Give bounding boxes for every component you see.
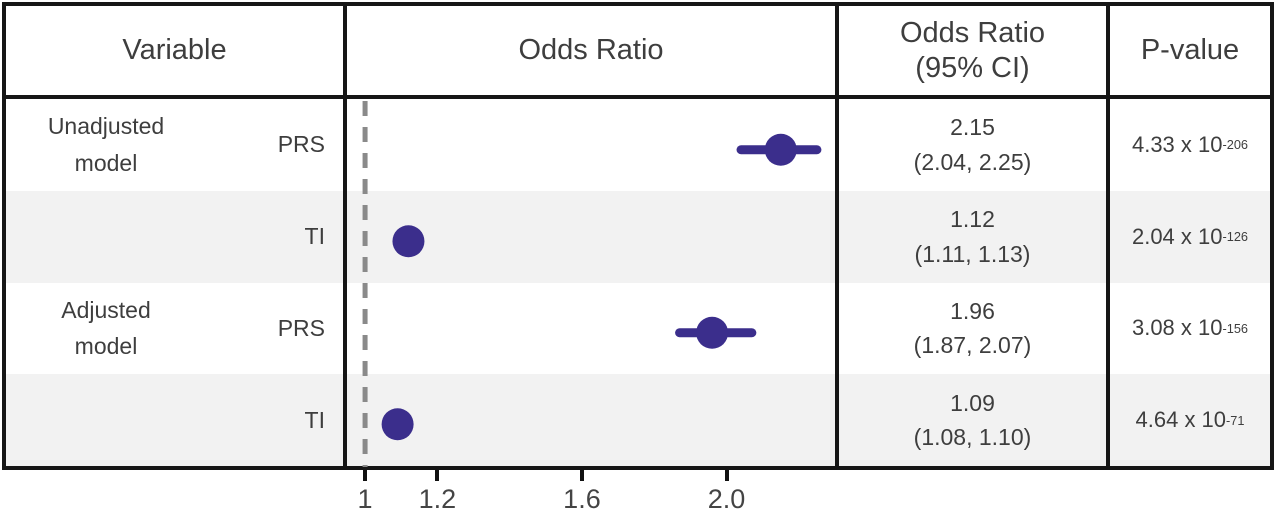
axis-tick-label: 1.6: [563, 484, 601, 514]
p-value-exponent: -156: [1222, 320, 1249, 336]
axis-tick: [724, 470, 729, 481]
p-value-base: 3.08 x 10: [1131, 315, 1223, 341]
p-value-exponent: -126: [1222, 229, 1249, 245]
variable-label-prs: PRS: [277, 314, 325, 341]
ci-value: (1.87, 2.07): [913, 332, 1032, 359]
table-row-variable-cell: Unadjusted model PRS: [6, 99, 347, 191]
or-value: 1.96: [950, 297, 995, 324]
variable-label-prs: PRS: [277, 131, 325, 158]
header-variable: Variable: [6, 6, 347, 99]
p-value-base: 4.33 x 10: [1131, 131, 1223, 157]
group-label-unadjusted: Unadjusted model: [47, 113, 165, 176]
or-ci-cell: 1.09 (1.08, 1.10): [839, 374, 1110, 466]
axis-tick: [435, 470, 440, 481]
plot-cell: [347, 190, 839, 283]
table-row-variable-cell: TI: [6, 190, 347, 283]
or-ci-cell: 1.96 (1.87, 2.07): [839, 282, 1110, 375]
p-value-cell: 4.33 x 10 -206: [1110, 99, 1270, 191]
p-value-base: 2.04 x 10: [1131, 223, 1223, 249]
x-axis: 1 1.2 1.6 2.0: [347, 470, 835, 518]
variable-label-ti: TI: [304, 223, 325, 250]
axis-tick-label: 2.0: [707, 484, 746, 514]
plot-cell: [347, 99, 839, 191]
header-odds-ratio-ci: Odds Ratio (95% CI): [839, 6, 1110, 99]
axis-tick-label: 1.2: [418, 484, 457, 514]
or-value: 1.12: [950, 206, 995, 233]
p-value-exponent: -71: [1226, 412, 1245, 428]
ci-value: (1.11, 1.13): [914, 240, 1031, 267]
header-odds-ratio: Odds Ratio: [347, 6, 839, 99]
variable-label-ti: TI: [304, 406, 325, 433]
table-row-variable-cell: Adjusted model PRS: [6, 282, 347, 375]
group-label-adjusted: Adjusted model: [61, 296, 151, 360]
or-value: 1.09: [950, 389, 995, 416]
axis-tick: [363, 470, 368, 481]
p-value-cell: 4.64 x 10 -71: [1110, 374, 1270, 466]
p-value-exponent: -206: [1222, 137, 1249, 153]
header-p-value: P-value: [1110, 6, 1270, 99]
p-value-cell: 3.08 x 10 -156: [1110, 283, 1270, 375]
p-value-cell: 2.04 x 10 -126: [1110, 190, 1270, 283]
or-ci-cell: 1.12 (1.11, 1.13): [839, 190, 1110, 283]
axis-tick: [579, 470, 584, 481]
plot-cell: [347, 282, 839, 375]
or-ci-cell: 2.15 (2.04, 2.25): [839, 99, 1110, 191]
plot-cell: [347, 374, 839, 466]
forest-table: Variable Odds Ratio Odds Ratio (95% CI) …: [2, 2, 1274, 470]
ci-value: (2.04, 2.25): [913, 148, 1032, 175]
or-value: 2.15: [950, 114, 995, 141]
p-value-base: 4.64 x 10: [1135, 407, 1227, 433]
axis-tick-label: 1: [357, 484, 373, 514]
table-row-variable-cell: TI: [6, 374, 347, 466]
ci-value: (1.08, 1.10): [913, 424, 1032, 451]
